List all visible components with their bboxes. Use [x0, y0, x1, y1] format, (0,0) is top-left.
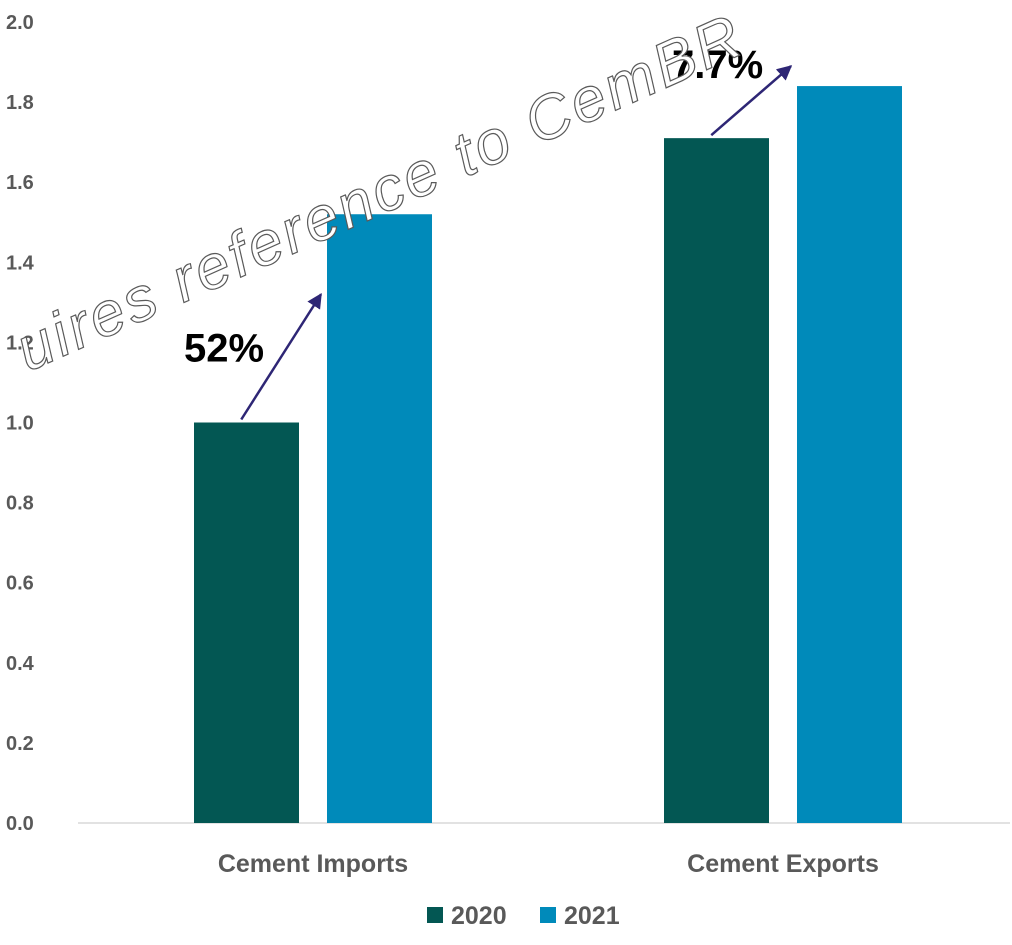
bar-2021-cement-imports — [327, 214, 432, 824]
y-tick-label: 0.2 — [6, 733, 34, 755]
bar-2020-cement-imports — [194, 422, 299, 823]
category-label: Cement Exports — [687, 850, 879, 878]
y-tick-label: 1.0 — [6, 413, 34, 435]
legend-label: 2021 — [564, 902, 620, 930]
legend-swatch — [427, 907, 443, 923]
y-tick-label: 1.6 — [6, 172, 34, 194]
category-label: Cement Imports — [218, 850, 408, 878]
y-tick-label: 1.8 — [6, 92, 34, 114]
growth-arrow — [240, 292, 323, 421]
y-tick-label: 0.4 — [6, 653, 35, 675]
legend-swatch — [540, 907, 556, 923]
growth-arrow — [710, 65, 793, 137]
y-tick-label: 1.2 — [6, 332, 34, 354]
growth-label: 52% — [184, 327, 264, 371]
y-tick-label: 0.8 — [6, 493, 34, 515]
y-tick-label: 1.4 — [6, 252, 35, 274]
legend-label: 2020 — [451, 902, 507, 930]
bar-2020-cement-exports — [664, 138, 769, 823]
y-tick-label: 0.0 — [6, 813, 34, 835]
growth-label: 7.7% — [672, 43, 763, 87]
y-tick-label: 2.0 — [6, 12, 34, 34]
y-tick-label: 0.6 — [6, 573, 34, 595]
bar-2021-cement-exports — [797, 86, 902, 823]
